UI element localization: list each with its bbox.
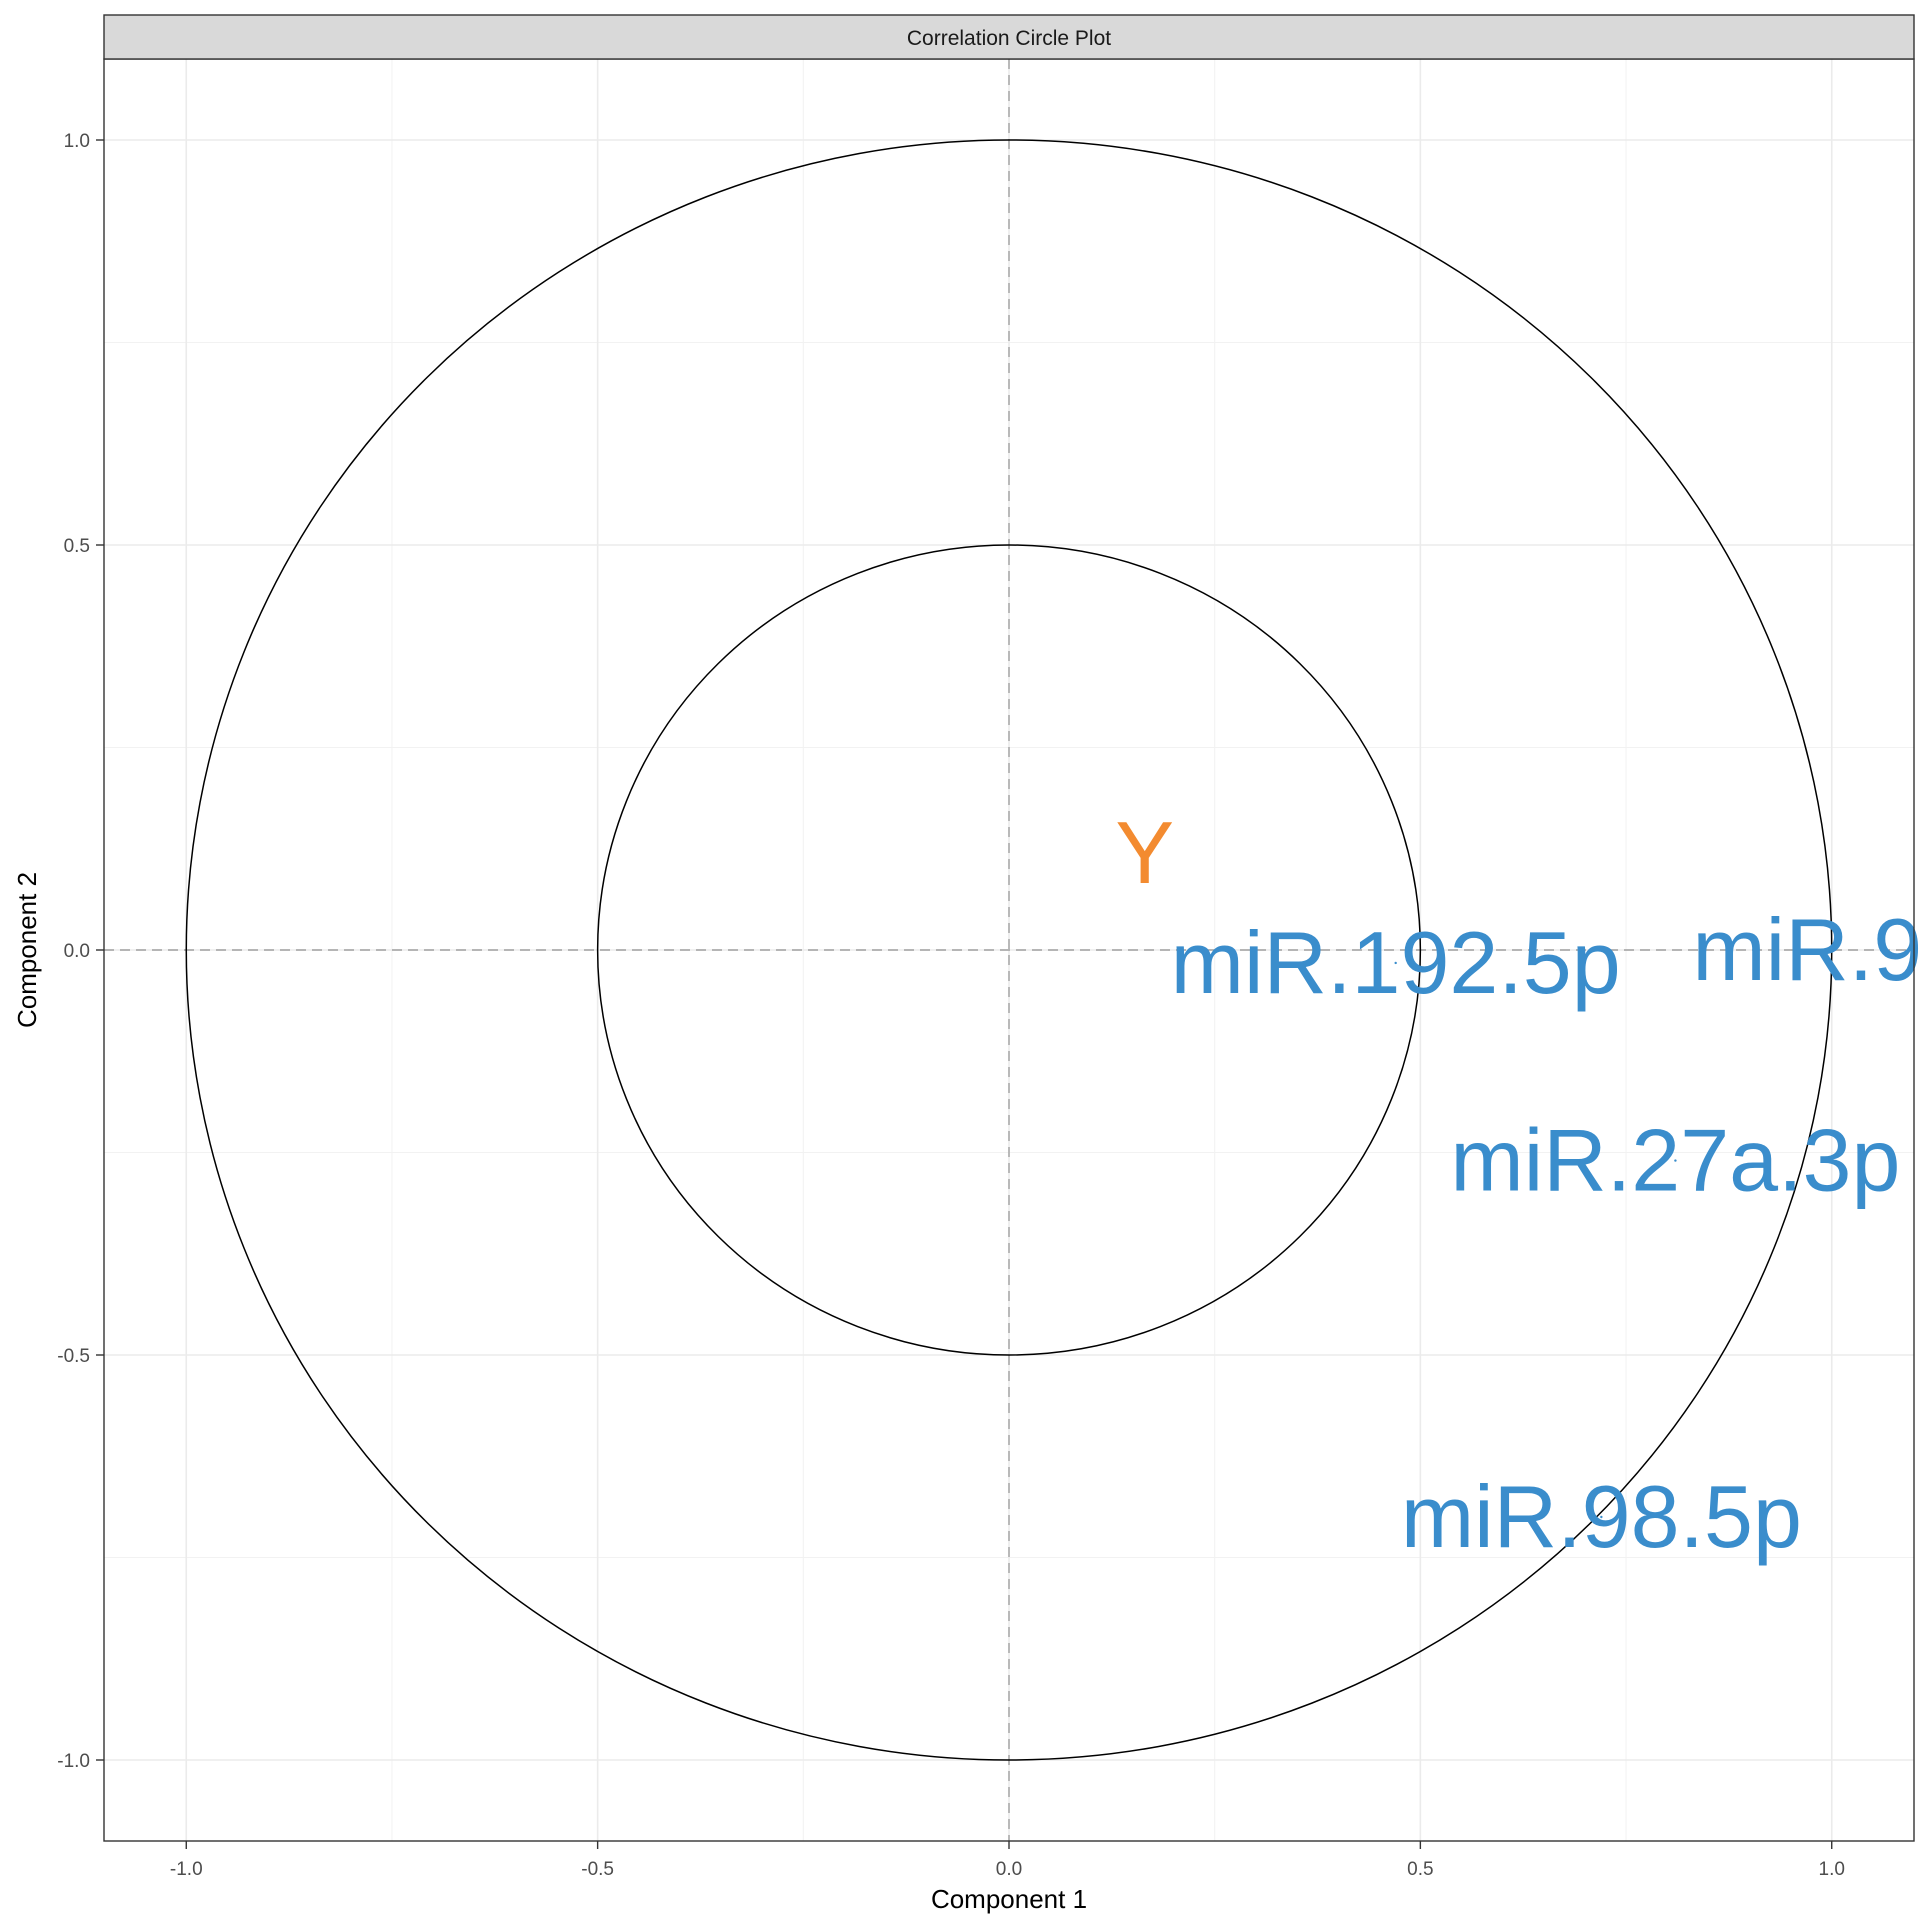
facet-strip	[103, 14, 1915, 60]
x-tick-label: -1.0	[170, 1859, 203, 1880]
label-mir-27a-3p: miR.27a.3p	[1450, 1111, 1900, 1210]
y-tick-label: 0.0	[64, 941, 90, 962]
chart-title: Correlation Circle Plot	[907, 27, 1111, 50]
x-tick-label: 1.0	[1819, 1859, 1845, 1880]
x-axis-title: Component 1	[931, 1884, 1087, 1914]
label-mir-192-5p: miR.192.5p	[1171, 913, 1621, 1012]
point-mir-192-5p	[1394, 961, 1397, 965]
point-mir-27a-3p	[1674, 1159, 1677, 1162]
y-tick-label: -0.5	[57, 1346, 90, 1367]
point-y	[1143, 851, 1146, 854]
variable-labels: miR.192.5p miR.93 miR.27a.3p miR.98.5p Y	[1115, 803, 1920, 1566]
y-tick-label: 0.5	[64, 536, 90, 557]
data-points	[1143, 851, 1833, 1519]
reference-lines	[104, 59, 1914, 1841]
point-mir-98-5p	[1600, 1515, 1603, 1519]
y-axis-ticks: -1.0 -0.5 0.0 0.5 1.0	[57, 131, 104, 1772]
x-tick-label: 0.0	[996, 1859, 1022, 1880]
x-tick-label: -0.5	[581, 1859, 614, 1880]
x-axis-ticks: -1.0 -0.5 0.0 0.5 1.0	[170, 1841, 1845, 1880]
point-mir-93	[1830, 948, 1833, 952]
label-mir-98-5p: miR.98.5p	[1401, 1467, 1802, 1566]
label-mir-93: miR.93	[1692, 900, 1920, 999]
y-tick-label: -1.0	[57, 1751, 90, 1772]
label-y: Y	[1115, 803, 1174, 902]
inner-circle	[596, 544, 1422, 1356]
y-axis-title: Component 2	[12, 872, 42, 1028]
y-tick-label: 1.0	[64, 131, 90, 152]
x-tick-label: 0.5	[1407, 1859, 1433, 1880]
